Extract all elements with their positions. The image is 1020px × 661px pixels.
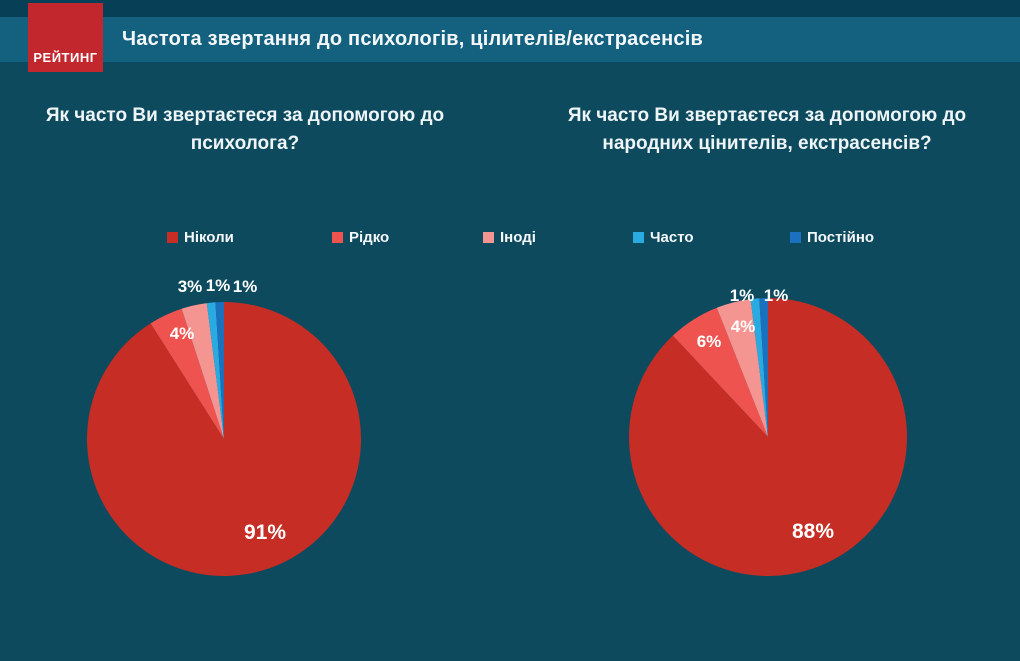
legend-label-rarely: Рідко <box>349 228 390 246</box>
legend-swatch-often <box>633 231 644 243</box>
pie-label-constantly-left: 1% <box>232 277 258 296</box>
pie-label-often-left: 1% <box>205 276 231 295</box>
pie-label-often-right: 1% <box>729 286 755 305</box>
legend-label-often: Часто <box>650 228 694 246</box>
pie-label-sometimes-left: 3% <box>177 277 203 296</box>
pie-slice-Часто <box>750 298 768 437</box>
pie-chart-psychologist <box>87 302 362 576</box>
legend-swatch-constantly <box>790 231 801 243</box>
header-title-band: Частота звертання до психологів, цілител… <box>0 17 1020 62</box>
legend-item-sometimes: Іноді <box>483 228 536 246</box>
legend-label-constantly: Постійно <box>807 228 875 246</box>
pie-slice-Рідко <box>672 307 768 437</box>
header-top-stripe <box>0 0 1020 17</box>
pie-label-constantly-right: 1% <box>763 286 789 305</box>
pie-label-never-left: 91% <box>243 521 287 544</box>
pie-label-rarely-left: 4% <box>169 324 195 343</box>
legend-label-sometimes: Іноді <box>500 228 536 246</box>
pie-slice-Ніколи <box>628 298 907 576</box>
legend-item-constantly: Постійно <box>790 228 874 246</box>
pie-slice-Часто <box>206 302 224 439</box>
legend-item-rarely: Рідко <box>332 228 389 246</box>
pie-slice-Постійно <box>759 297 768 437</box>
question-left: Як часто Ви звертаєтеся за допомогою до … <box>45 105 445 154</box>
pie-slice-Постійно <box>215 302 224 439</box>
pie-label-rarely-right: 6% <box>696 332 722 351</box>
pie-label-never-right: 88% <box>791 520 835 543</box>
legend-label-never: Ніколи <box>184 228 234 246</box>
pie-slice-Іноді <box>716 299 768 437</box>
legend-swatch-never <box>167 231 178 243</box>
legend-item-often: Часто <box>633 228 694 246</box>
pie-slice-Ніколи <box>87 302 362 576</box>
page-title: Частота звертання до психологів, цілител… <box>122 28 703 50</box>
legend-swatch-rarely <box>332 231 343 243</box>
pie-slice-Іноді <box>181 303 224 439</box>
question-right: Як часто Ви звертаєтеся за допомогою до … <box>567 105 967 154</box>
pie-label-sometimes-right: 4% <box>730 317 756 336</box>
legend-swatch-sometimes <box>483 231 494 243</box>
legend-item-never: Ніколи <box>167 228 234 246</box>
rating-logo-text: РЕЙТИНГ <box>33 50 98 65</box>
pie-chart-psychics <box>628 297 907 576</box>
pie-slice-Рідко <box>150 308 224 439</box>
rating-logo: РЕЙТИНГ <box>28 3 103 72</box>
